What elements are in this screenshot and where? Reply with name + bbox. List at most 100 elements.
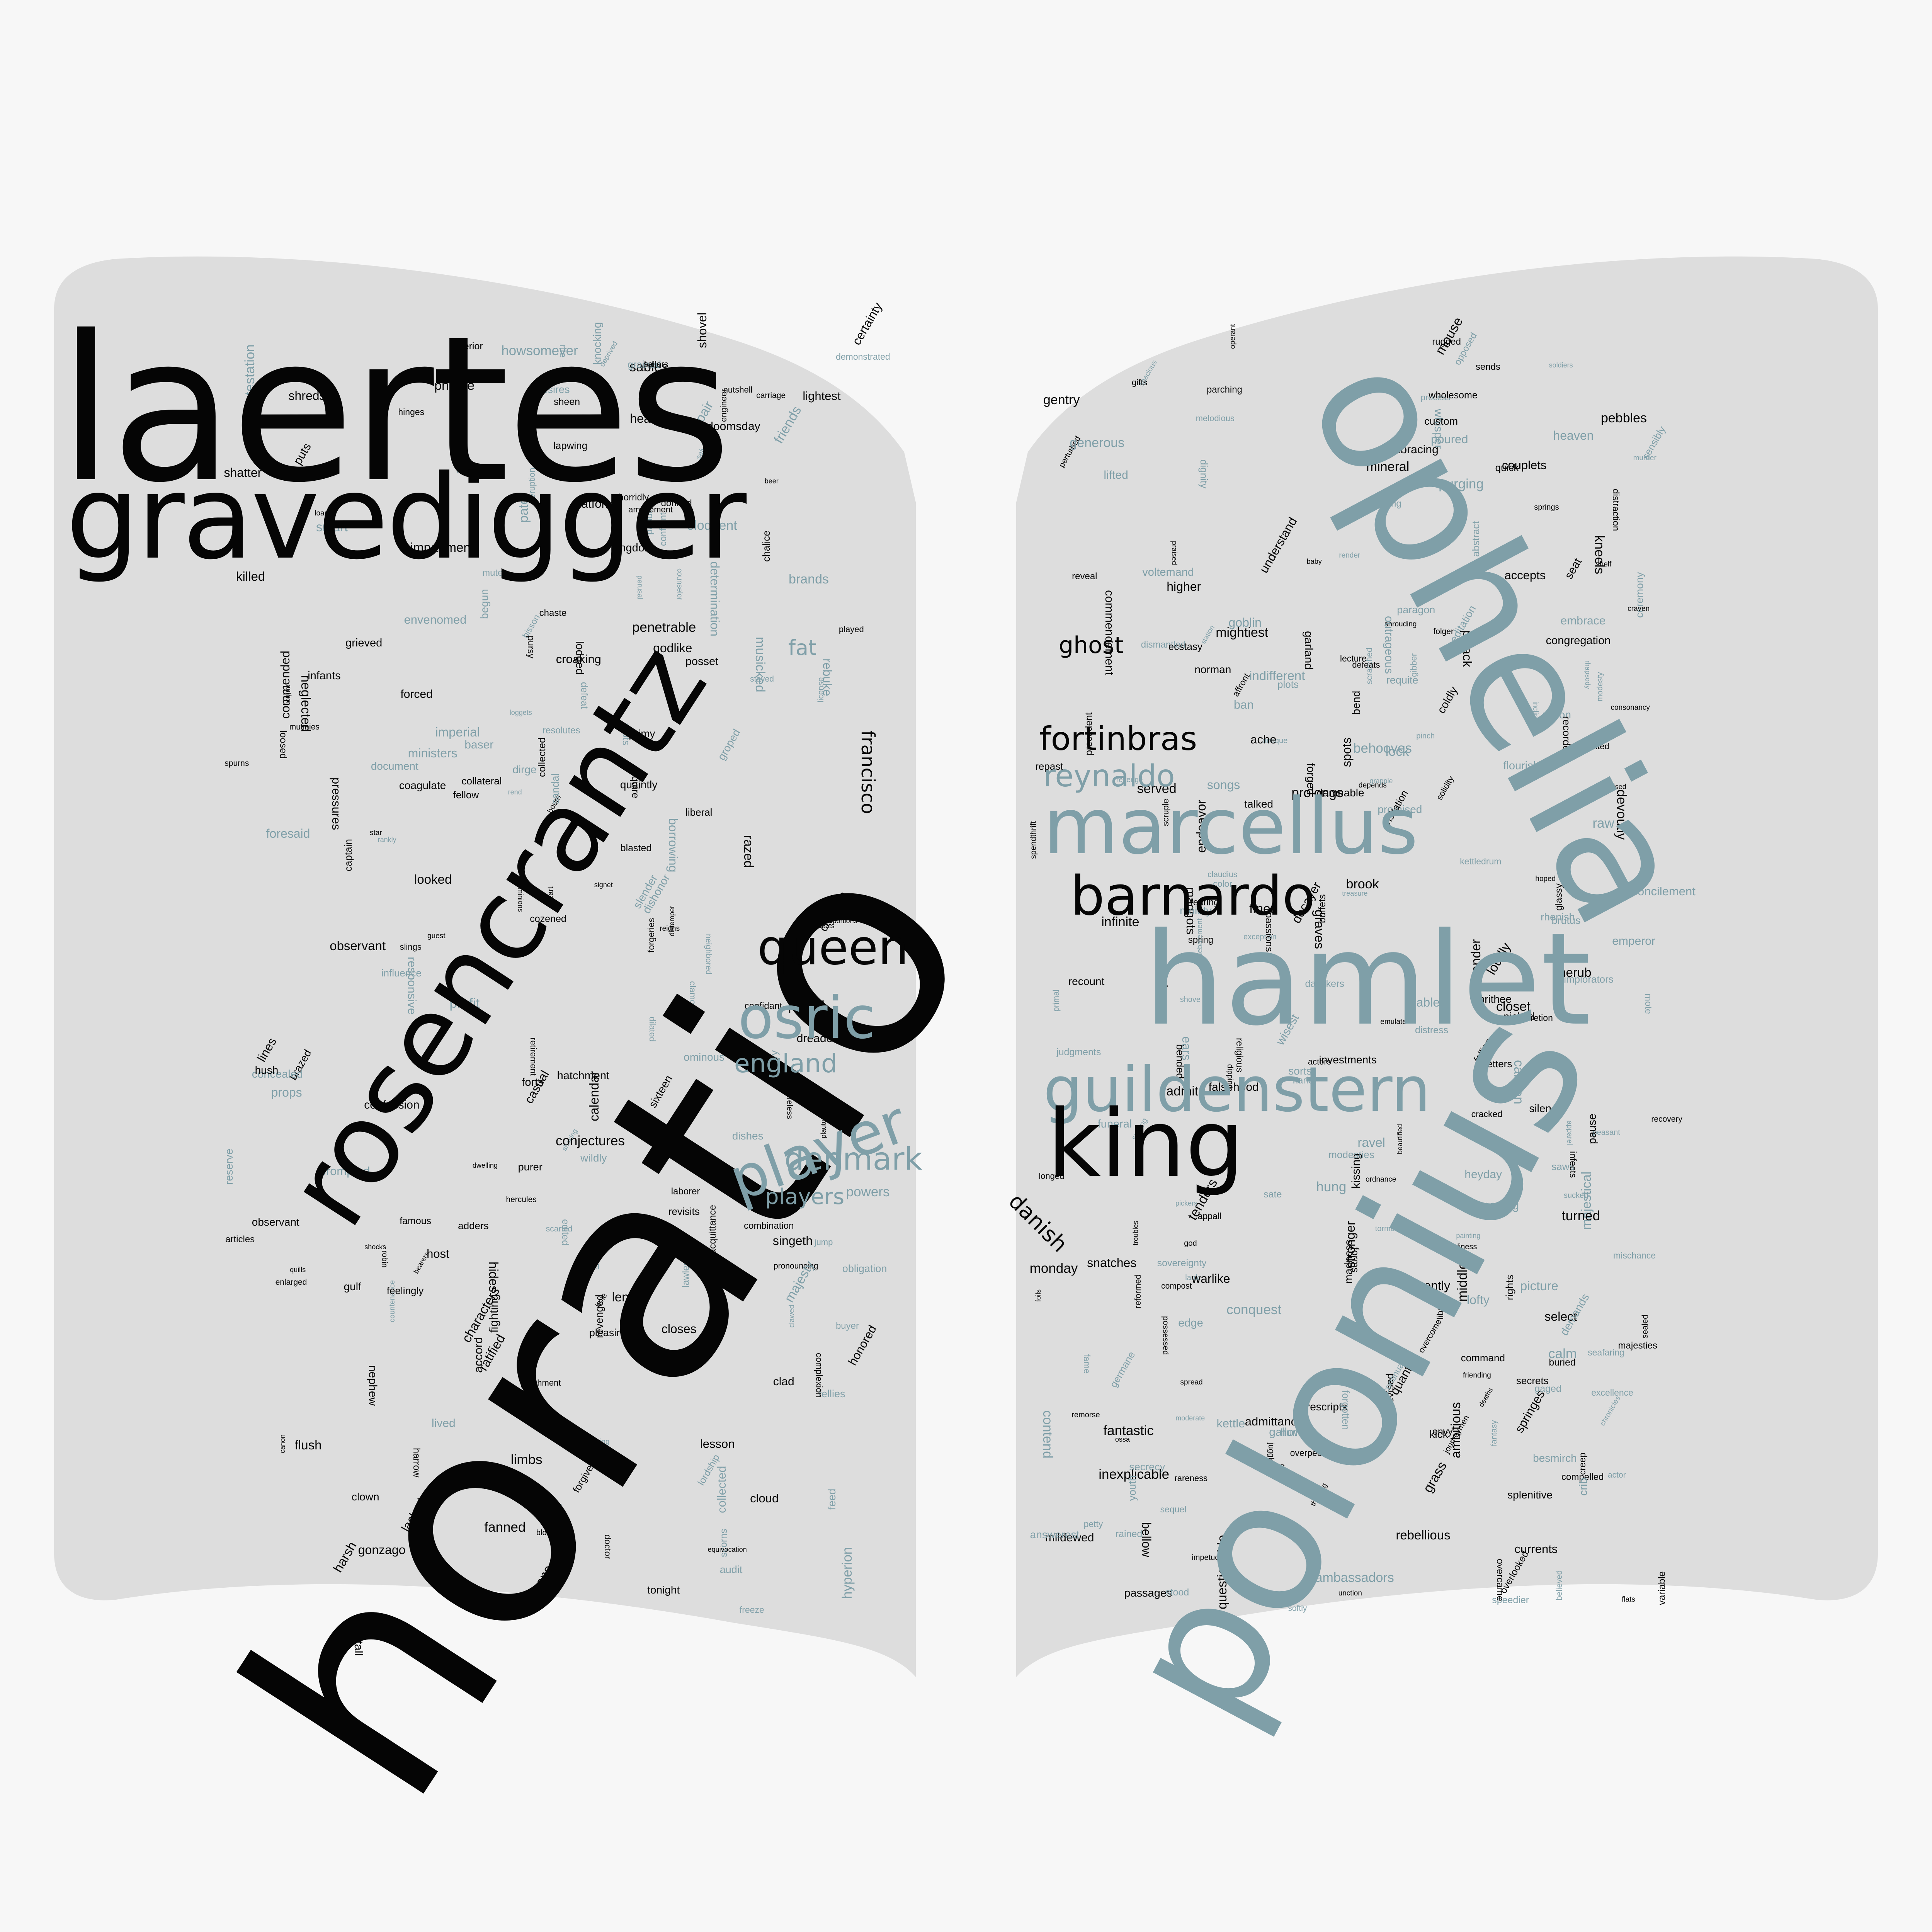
small-word: mightiest bbox=[1216, 625, 1269, 640]
small-word: talked bbox=[1244, 798, 1273, 810]
small-word: puffed bbox=[788, 998, 825, 1014]
small-word: crowing bbox=[584, 1438, 610, 1446]
small-word: stayed bbox=[750, 675, 774, 684]
small-word: shove bbox=[1180, 995, 1201, 1004]
small-word: edge bbox=[1178, 1316, 1203, 1329]
right-page bbox=[1016, 256, 1878, 1677]
small-word: pursy bbox=[526, 635, 536, 658]
small-word: infinite bbox=[1101, 914, 1139, 929]
small-word: reserve bbox=[223, 1148, 235, 1185]
small-word: demonstrated bbox=[836, 352, 890, 362]
small-word: recount bbox=[1068, 975, 1105, 988]
small-word: articles bbox=[225, 1234, 255, 1245]
small-word: gentry bbox=[1043, 392, 1080, 407]
small-word: lifted bbox=[1104, 468, 1128, 481]
small-word: shelf bbox=[1596, 560, 1612, 568]
small-word: drains bbox=[1254, 1460, 1285, 1473]
small-word: paragon bbox=[1397, 604, 1435, 616]
small-word: mutes bbox=[482, 567, 508, 578]
small-word: lived bbox=[432, 1417, 456, 1430]
small-word: obligation bbox=[842, 1262, 887, 1274]
small-word: howsomever bbox=[501, 343, 578, 359]
small-word: powers bbox=[846, 1184, 890, 1199]
small-word: gulf bbox=[344, 1280, 361, 1293]
small-word: quills bbox=[290, 1266, 306, 1274]
small-word: honeying bbox=[1469, 1198, 1519, 1213]
small-word: forced bbox=[400, 687, 433, 701]
small-word: fellow bbox=[453, 789, 479, 801]
small-word: hunts bbox=[1280, 1426, 1306, 1438]
small-word: played bbox=[838, 624, 864, 634]
small-word: clown bbox=[351, 1491, 379, 1503]
small-word: phrase bbox=[434, 378, 475, 393]
small-word: carriage bbox=[756, 391, 786, 400]
word-players: players bbox=[765, 1184, 845, 1209]
small-word: corses bbox=[242, 418, 267, 427]
small-word: majesties bbox=[1618, 1340, 1657, 1351]
small-word: influence bbox=[381, 967, 422, 979]
small-word: color bbox=[1213, 878, 1232, 889]
small-word: caught bbox=[540, 1502, 563, 1511]
small-word: captain bbox=[342, 839, 354, 872]
small-word: discretion bbox=[1515, 1012, 1553, 1023]
small-word: rebellious bbox=[1396, 1527, 1451, 1542]
small-word: variable bbox=[1656, 1571, 1668, 1605]
small-word: conjectures bbox=[556, 1133, 625, 1148]
small-word: silence bbox=[1529, 1102, 1563, 1115]
small-word: speedier bbox=[1492, 1594, 1529, 1605]
small-word: sorts bbox=[1288, 1065, 1312, 1077]
small-word: revenge bbox=[1116, 776, 1143, 784]
small-word: softly bbox=[1288, 1604, 1307, 1613]
small-word: hercules bbox=[506, 1195, 537, 1204]
small-word: hawk bbox=[648, 416, 665, 425]
small-word: compelled bbox=[1561, 1472, 1604, 1483]
small-word: troubles bbox=[1132, 1220, 1140, 1245]
small-word: murder bbox=[1633, 454, 1656, 462]
small-word: fearing bbox=[1190, 897, 1219, 908]
small-word: folger bbox=[1433, 627, 1454, 636]
small-word: springs bbox=[1534, 503, 1559, 512]
small-word: equivocation bbox=[707, 1545, 747, 1553]
small-word: impetuous bbox=[1192, 1553, 1228, 1562]
small-word: smart bbox=[316, 519, 348, 534]
small-word: borrowing bbox=[666, 818, 680, 872]
small-word: dwelling bbox=[472, 1162, 498, 1170]
small-word: garland bbox=[1302, 631, 1315, 670]
small-word: danskers bbox=[1305, 978, 1344, 990]
small-word: preceding bbox=[1361, 498, 1401, 509]
small-word: concealed bbox=[252, 1068, 303, 1081]
small-word: moderate bbox=[1175, 1414, 1205, 1422]
small-word: ban bbox=[1233, 697, 1254, 711]
small-word: cherub bbox=[1552, 965, 1592, 980]
small-word: singeth bbox=[772, 1234, 813, 1248]
small-word: served bbox=[1137, 781, 1177, 796]
small-word: ravel bbox=[1357, 1135, 1385, 1150]
small-word: feed bbox=[826, 1488, 838, 1510]
small-word: limbs bbox=[510, 1452, 543, 1468]
word-reynaldo: reynaldo bbox=[1043, 759, 1175, 794]
small-word: posset bbox=[685, 655, 719, 668]
word-ghost: ghost bbox=[1059, 632, 1124, 659]
small-word: render bbox=[1339, 551, 1361, 560]
small-word: lecture bbox=[1340, 653, 1367, 663]
small-word: fantasy bbox=[1490, 1420, 1498, 1447]
small-word: ache bbox=[1250, 732, 1277, 746]
small-word: ecstasy bbox=[1168, 640, 1202, 652]
small-word: saws bbox=[1551, 1161, 1575, 1173]
small-word: goblin bbox=[1228, 615, 1262, 629]
small-word: signet bbox=[594, 881, 613, 889]
small-word: star bbox=[369, 829, 382, 837]
small-word: inexplicable bbox=[1099, 1466, 1170, 1482]
small-word: revisits bbox=[668, 1206, 700, 1218]
small-word: picked bbox=[1503, 1010, 1535, 1022]
small-word: confidant bbox=[744, 1001, 782, 1012]
small-word: nutshell bbox=[723, 384, 753, 395]
small-word: gonzago bbox=[358, 1543, 406, 1557]
small-word: beer bbox=[764, 477, 779, 485]
small-word: melodious bbox=[1196, 413, 1235, 423]
small-word: sovereignty bbox=[1157, 1257, 1207, 1269]
small-word: process bbox=[1420, 392, 1451, 402]
small-word: dignity bbox=[1198, 459, 1210, 488]
small-word: foresaid bbox=[266, 826, 310, 840]
